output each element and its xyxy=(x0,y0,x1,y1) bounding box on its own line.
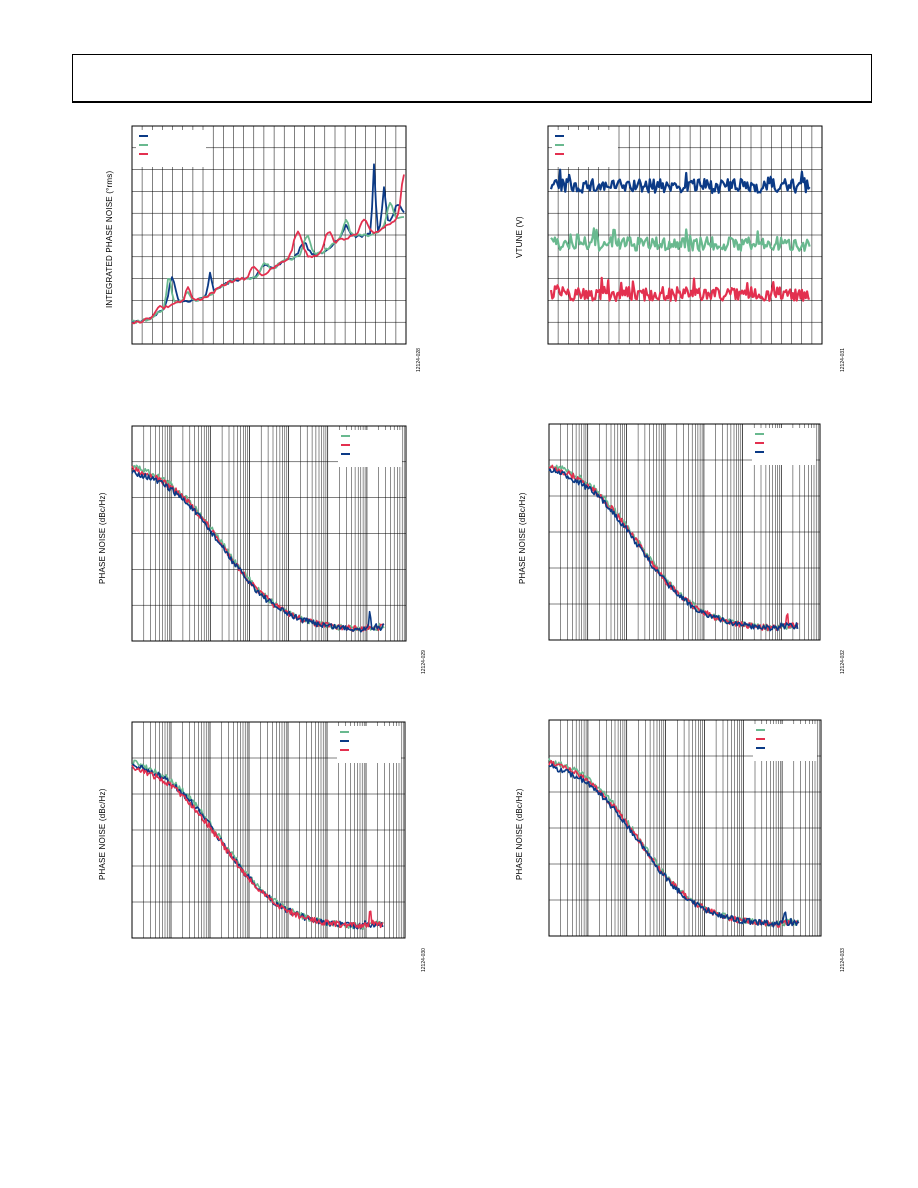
figure-id: 12124-031 xyxy=(840,348,846,372)
y-axis-label: VTUNE (V) xyxy=(515,216,524,258)
y-axis-label: PHASE NOISE (dBc/Hz) xyxy=(518,492,527,584)
y-axis-label: PHASE NOISE (dBc/Hz) xyxy=(98,788,107,880)
y-axis-label: PHASE NOISE (dBc/Hz) xyxy=(515,788,524,880)
series-line-red xyxy=(131,174,405,325)
chart-plot xyxy=(131,125,407,345)
chart-plot xyxy=(131,425,407,642)
series-band-red xyxy=(549,276,810,302)
figure-id: 12124-032 xyxy=(840,650,846,674)
figure-id: 12124-030 xyxy=(421,948,427,972)
series-band-green xyxy=(550,227,811,252)
chart-plot xyxy=(548,423,821,641)
page-header-box xyxy=(72,54,872,103)
y-axis-label: INTEGRATED PHASE NOISE (°rms) xyxy=(105,170,114,308)
y-axis-label: PHASE NOISE (dBc/Hz) xyxy=(98,492,107,584)
series-line-red xyxy=(131,765,384,929)
figure-id: 12124-028 xyxy=(416,348,422,372)
series-line-blue xyxy=(131,469,385,633)
chart-plot xyxy=(131,721,406,939)
chart-plot xyxy=(547,125,823,345)
series-line-blue xyxy=(548,468,799,632)
figure-id: 12124-033 xyxy=(840,948,846,972)
figure-id: 12124-029 xyxy=(421,650,427,674)
chart-plot xyxy=(548,719,822,937)
series-band-blue xyxy=(549,168,811,195)
series-line-blue xyxy=(548,763,800,928)
